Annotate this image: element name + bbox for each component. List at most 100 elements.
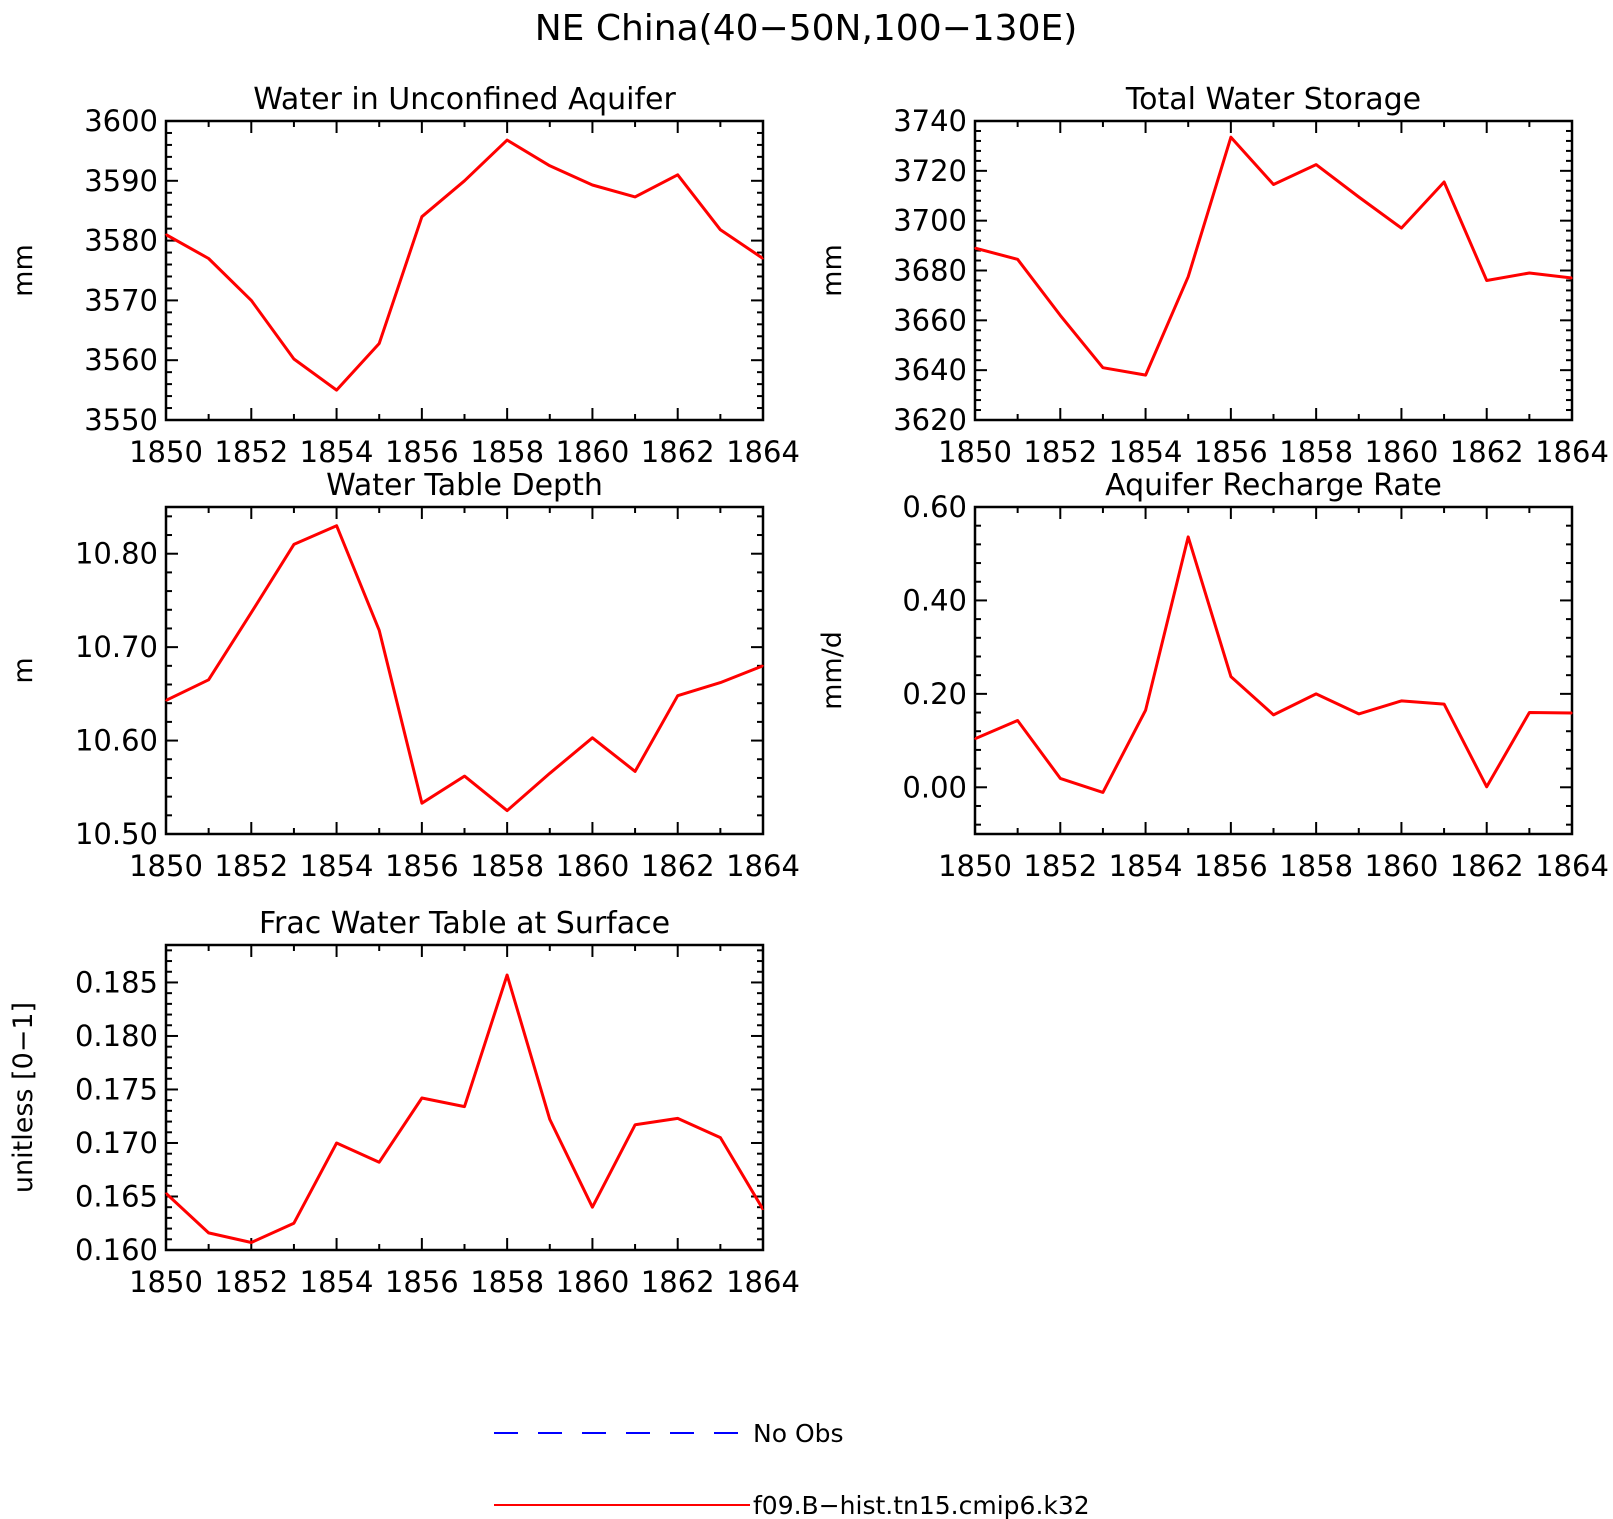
y-axis-label: m — [8, 657, 39, 683]
y-tick-label: 3590 — [84, 164, 158, 198]
y-tick-label: 3560 — [84, 343, 158, 377]
y-tick-label: 0.185 — [75, 965, 158, 999]
y-tick-label: 0.165 — [75, 1179, 158, 1213]
data-point — [1187, 275, 1189, 278]
data-point — [421, 215, 423, 218]
data-point — [293, 1222, 295, 1224]
data-point — [378, 629, 381, 632]
series-line — [975, 535, 1572, 794]
x-tick-label: 1852 — [214, 435, 288, 469]
y-tick-label: 0.40 — [902, 583, 967, 617]
panel-title: Aquifer Recharge Rate — [1105, 468, 1442, 503]
panel-title: Water in Unconfined Aquifer — [253, 82, 676, 117]
data-point — [1016, 258, 1019, 261]
data-point — [676, 1117, 679, 1120]
data-point — [1358, 196, 1360, 198]
data-point — [1272, 183, 1275, 186]
data-point — [335, 1142, 338, 1144]
data-point — [506, 139, 508, 141]
data-point — [634, 770, 636, 773]
y-tick-label: 10.50 — [75, 817, 158, 851]
data-point — [378, 1161, 381, 1163]
y-tick-label: 3570 — [84, 283, 158, 317]
x-tick-label: 1852 — [1023, 435, 1097, 469]
data-point — [1358, 713, 1360, 715]
x-tick-label: 1852 — [214, 1265, 288, 1299]
y-tick-label: 0.60 — [902, 490, 967, 524]
data-point — [506, 974, 508, 976]
x-tick-label: 1854 — [300, 1265, 374, 1299]
data-point — [1400, 227, 1403, 229]
x-tick-label: 1854 — [300, 849, 374, 883]
data-point — [293, 543, 295, 546]
y-tick-label: 3680 — [893, 254, 967, 288]
x-tick-label: 1860 — [556, 435, 630, 469]
x-tick-label: 1856 — [385, 1265, 459, 1299]
x-tick-label: 1854 — [300, 435, 374, 469]
data-point — [974, 737, 976, 740]
x-tick-label: 1850 — [129, 435, 203, 469]
x-tick-label: 1858 — [470, 1265, 544, 1299]
y-tick-label: 0.00 — [902, 770, 967, 804]
plot-frame — [164, 943, 765, 1252]
data-point — [719, 1136, 722, 1139]
data-point — [634, 1124, 636, 1126]
data-point — [421, 802, 423, 804]
x-tick-label: 1864 — [1535, 849, 1609, 883]
data-point — [165, 233, 167, 236]
data-point — [1571, 277, 1573, 279]
x-tick-label: 1862 — [641, 435, 715, 469]
x-tick-label: 1864 — [726, 435, 800, 469]
x-tick-label: 1850 — [938, 849, 1012, 883]
data-point — [676, 174, 679, 176]
data-point — [1443, 703, 1445, 705]
data-point — [591, 184, 594, 186]
data-point — [1059, 314, 1062, 317]
panel-title: Water Table Depth — [326, 468, 603, 503]
data-point — [1144, 709, 1147, 711]
data-point — [1144, 374, 1147, 376]
data-point — [1102, 791, 1104, 794]
data-point — [250, 299, 253, 302]
y-tick-label: 10.60 — [75, 724, 158, 758]
y-tick-label: 3740 — [893, 104, 967, 138]
data-point — [1443, 181, 1445, 183]
data-point — [293, 358, 295, 360]
x-tick-label: 1858 — [470, 435, 544, 469]
y-tick-label: 0.160 — [75, 1233, 158, 1267]
data-point — [676, 694, 679, 697]
data-point — [506, 809, 508, 812]
x-tick-label: 1856 — [1194, 849, 1268, 883]
data-point — [1187, 536, 1189, 538]
data-point — [719, 681, 722, 684]
x-tick-label: 1856 — [385, 849, 459, 883]
data-point — [634, 196, 636, 198]
x-tick-label: 1860 — [1365, 435, 1439, 469]
data-point — [1400, 700, 1403, 702]
y-tick-label: 3640 — [893, 353, 967, 387]
x-tick-label: 1864 — [726, 849, 800, 883]
data-point — [762, 665, 764, 667]
data-point — [207, 679, 210, 681]
data-point — [207, 257, 210, 260]
x-tick-label: 1852 — [214, 849, 288, 883]
y-tick-label: 3550 — [84, 403, 158, 437]
series-line — [166, 138, 763, 392]
x-tick-label: 1858 — [470, 849, 544, 883]
x-tick-label: 1850 — [938, 435, 1012, 469]
data-point — [1230, 136, 1232, 138]
y-tick-label: 3720 — [893, 154, 967, 188]
data-point — [250, 611, 253, 614]
series-line — [166, 973, 763, 1244]
data-point — [974, 247, 976, 249]
x-tick-label: 1862 — [641, 849, 715, 883]
x-tick-label: 1860 — [556, 849, 630, 883]
legend: No Obs f09.B−hist.tn15.cmip6.k32 — [494, 1419, 1090, 1519]
data-point — [591, 1206, 594, 1208]
y-tick-label: 3700 — [893, 204, 967, 238]
y-tick-label: 0.175 — [75, 1072, 158, 1106]
data-point — [1315, 163, 1317, 166]
data-point — [250, 1241, 253, 1244]
data-point — [762, 1208, 764, 1211]
